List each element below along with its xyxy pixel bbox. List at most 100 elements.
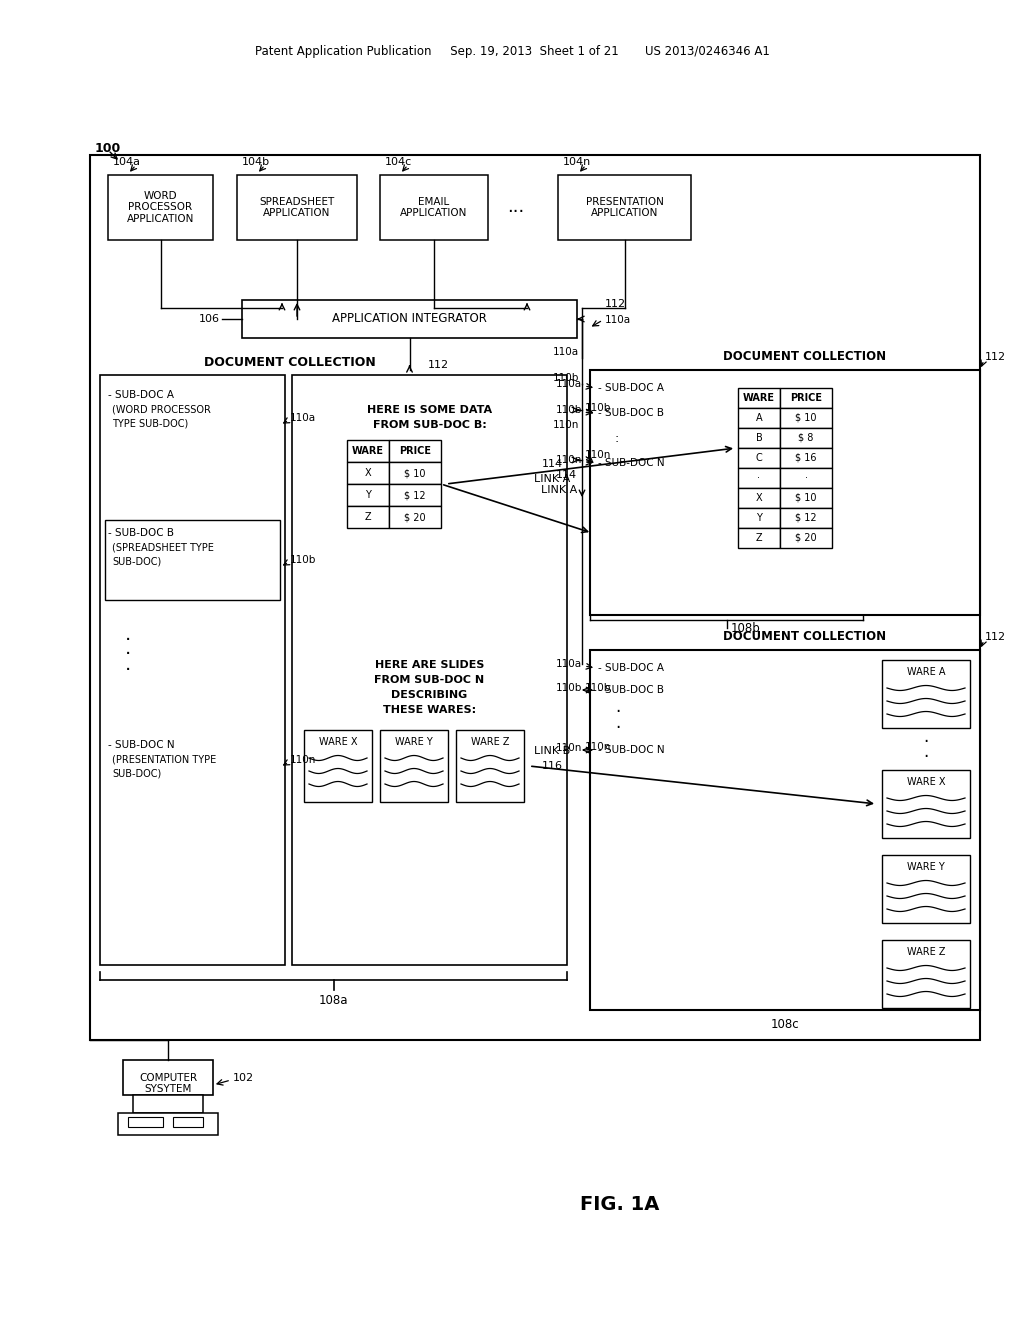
Bar: [389, 440, 441, 462]
Text: ·: ·: [924, 748, 929, 766]
Text: 112: 112: [605, 300, 626, 309]
Text: Y: Y: [366, 490, 371, 500]
Text: 104n: 104n: [563, 157, 591, 168]
Text: SUB-DOC): SUB-DOC): [112, 556, 161, 566]
Text: (WORD PROCESSOR: (WORD PROCESSOR: [112, 405, 211, 414]
Bar: [738, 408, 780, 428]
Text: 110b: 110b: [556, 405, 582, 414]
Text: - SUB-DOC N: - SUB-DOC N: [108, 741, 175, 750]
Text: 112: 112: [985, 352, 1007, 362]
Text: FIG. 1A: FIG. 1A: [581, 1196, 659, 1214]
Text: 110b: 110b: [556, 682, 582, 693]
Bar: [738, 428, 780, 447]
Text: WARE X: WARE X: [906, 777, 945, 787]
Bar: [389, 484, 441, 506]
Text: $ 10: $ 10: [404, 469, 426, 478]
Text: 106: 106: [199, 314, 220, 323]
Text: 104c: 104c: [385, 157, 413, 168]
Bar: [90, 154, 980, 1040]
Text: WARE: WARE: [352, 446, 384, 455]
Bar: [780, 469, 831, 488]
Text: LINK A: LINK A: [534, 474, 570, 484]
Text: - SUB-DOC B: - SUB-DOC B: [108, 528, 174, 539]
Text: DESCRIBING: DESCRIBING: [391, 690, 468, 700]
Text: A: A: [756, 413, 762, 422]
Bar: [123, 1060, 213, 1096]
Bar: [780, 408, 831, 428]
Text: Patent Application Publication     Sep. 19, 2013  Sheet 1 of 21       US 2013/02: Patent Application Publication Sep. 19, …: [255, 45, 769, 58]
Bar: [347, 484, 389, 506]
Bar: [347, 462, 389, 484]
Text: WARE: WARE: [743, 393, 775, 403]
Text: FROM SUB-DOC B:: FROM SUB-DOC B:: [373, 420, 486, 430]
Bar: [780, 488, 831, 508]
Bar: [242, 300, 577, 338]
Text: 104a: 104a: [113, 157, 141, 168]
Text: - SUB-DOC B: - SUB-DOC B: [598, 685, 664, 696]
Text: Z: Z: [756, 533, 762, 543]
Text: - SUB-DOC A: - SUB-DOC A: [108, 389, 174, 400]
Text: $ 12: $ 12: [796, 513, 817, 523]
Text: 110b: 110b: [585, 403, 611, 413]
Bar: [380, 730, 449, 803]
Text: WARE Z: WARE Z: [471, 737, 509, 747]
Text: 110n: 110n: [290, 755, 316, 766]
Text: 110n: 110n: [556, 455, 582, 465]
Bar: [738, 508, 780, 528]
Text: $ 10: $ 10: [796, 492, 817, 503]
Text: - SUB-DOC N: - SUB-DOC N: [598, 744, 665, 755]
Bar: [882, 940, 970, 1008]
Text: DOCUMENT COLLECTION: DOCUMENT COLLECTION: [723, 631, 887, 644]
Text: 110a: 110a: [290, 413, 316, 422]
Text: 110b: 110b: [553, 374, 579, 383]
Bar: [780, 447, 831, 469]
Text: $ 16: $ 16: [796, 453, 817, 463]
Text: 102: 102: [233, 1073, 254, 1082]
Text: 110n: 110n: [553, 420, 579, 430]
Text: PRESENTATION
APPLICATION: PRESENTATION APPLICATION: [586, 197, 664, 218]
Bar: [118, 1113, 218, 1135]
Text: $ 10: $ 10: [796, 413, 817, 422]
Text: 110a: 110a: [605, 315, 631, 325]
Text: DOCUMENT COLLECTION: DOCUMENT COLLECTION: [723, 351, 887, 363]
Text: ·: ·: [125, 631, 131, 649]
Text: 104b: 104b: [242, 157, 270, 168]
Bar: [590, 370, 980, 615]
Text: ...: ...: [507, 198, 524, 216]
Bar: [389, 506, 441, 528]
Bar: [105, 520, 280, 601]
Text: (PRESENTATION TYPE: (PRESENTATION TYPE: [112, 755, 216, 766]
Text: - SUB-DOC A: - SUB-DOC A: [598, 663, 664, 673]
Text: COMPUTER: COMPUTER: [139, 1073, 197, 1082]
Bar: [780, 508, 831, 528]
Text: DOCUMENT COLLECTION: DOCUMENT COLLECTION: [204, 355, 376, 368]
Text: APPLICATION INTEGRATOR: APPLICATION INTEGRATOR: [332, 313, 487, 326]
Bar: [292, 375, 567, 965]
Text: ·: ·: [615, 704, 621, 721]
Text: 114: 114: [556, 470, 577, 480]
Bar: [380, 176, 488, 240]
Text: ·: ·: [758, 473, 761, 483]
Text: WARE Z: WARE Z: [906, 946, 945, 957]
Text: X: X: [365, 469, 372, 478]
Text: - SUB-DOC B: - SUB-DOC B: [598, 408, 664, 418]
Bar: [558, 176, 691, 240]
Text: 108a: 108a: [318, 994, 348, 1006]
Bar: [100, 375, 285, 965]
Text: 110n: 110n: [585, 742, 611, 752]
Text: $ 12: $ 12: [404, 490, 426, 500]
Bar: [389, 462, 441, 484]
Text: B: B: [756, 433, 763, 444]
Text: 110a: 110a: [556, 379, 582, 389]
Text: 108c: 108c: [771, 1018, 800, 1031]
Bar: [738, 528, 780, 548]
Text: THESE WARES:: THESE WARES:: [383, 705, 476, 715]
Bar: [780, 428, 831, 447]
Bar: [780, 388, 831, 408]
Bar: [133, 1096, 203, 1113]
Text: 112: 112: [427, 360, 449, 370]
Text: ·: ·: [125, 660, 131, 680]
Text: WORD
PROCESSOR
APPLICATION: WORD PROCESSOR APPLICATION: [127, 191, 195, 224]
Bar: [173, 1117, 203, 1127]
Text: 112: 112: [985, 632, 1007, 642]
